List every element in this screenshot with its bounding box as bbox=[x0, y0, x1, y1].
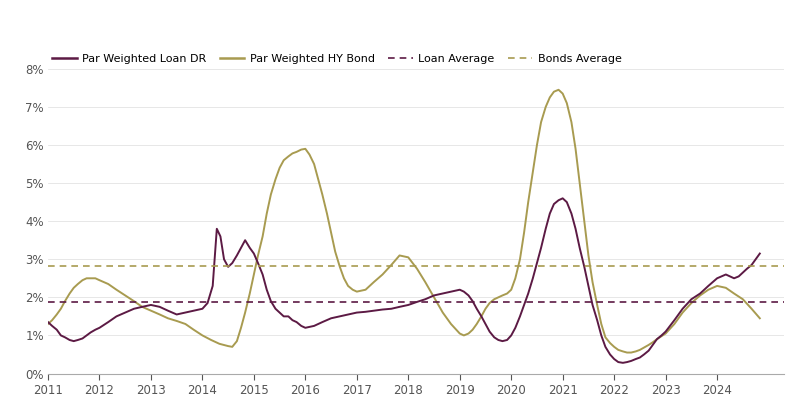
Legend: Par Weighted Loan DR, Par Weighted HY Bond, Loan Average, Bonds Average: Par Weighted Loan DR, Par Weighted HY Bo… bbox=[48, 50, 626, 69]
